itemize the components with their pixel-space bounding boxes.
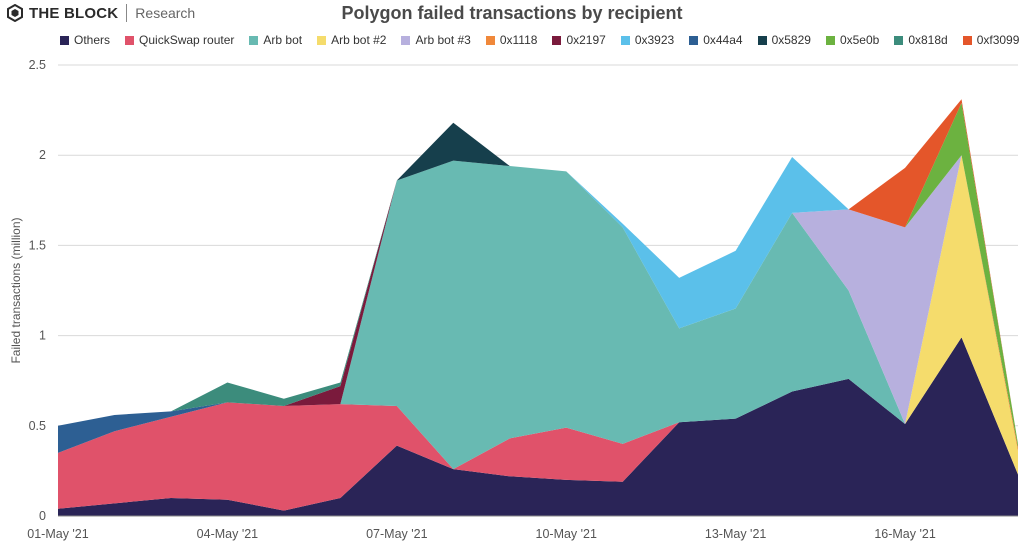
- legend-entry: 0x3923: [620, 33, 675, 47]
- legend-swatch: [401, 35, 411, 45]
- legend-swatch: [620, 35, 630, 45]
- legend-label: Others: [74, 33, 111, 47]
- block-logo-icon: [7, 4, 23, 22]
- legend-entry: 0x5829: [757, 33, 811, 47]
- y-tick-label: 0.5: [29, 419, 46, 433]
- area-series-quickswap-router: [58, 337, 1018, 511]
- y-tick-label: 1: [39, 329, 46, 343]
- legend-label: 0x3923: [634, 33, 675, 47]
- legend-swatch: [689, 35, 699, 45]
- legend-swatch: [962, 35, 972, 45]
- legend-entry: QuickSwap router: [125, 33, 234, 47]
- legend-entry: 0xf3099: [962, 33, 1020, 47]
- legend-label: QuickSwap router: [139, 33, 235, 47]
- x-tick-label: 07-May '21: [366, 527, 427, 541]
- y-tick-label: 2: [39, 148, 46, 162]
- legend-label: Arb bot #2: [331, 33, 387, 47]
- legend-entry: 0x2197: [552, 33, 606, 47]
- legend-label: 0x2197: [566, 33, 606, 47]
- legend-label: 0x44a4: [703, 33, 743, 47]
- legend-entry: 0x5e0b: [825, 33, 880, 47]
- legend-swatch: [317, 35, 327, 45]
- legend-label: Arb bot: [263, 33, 303, 47]
- legend-swatch: [757, 35, 767, 45]
- brand-divider: [126, 4, 128, 22]
- legend-entry: Others: [60, 33, 110, 47]
- chart-title: Polygon failed transactions by recipient: [341, 3, 683, 23]
- area-series-0x3923: [58, 155, 1018, 453]
- area-series-arb-bot: [58, 160, 1018, 475]
- legend-label: 0x818d: [908, 33, 948, 47]
- legend-swatch: [125, 35, 135, 45]
- brand: THE BLOCK Research: [6, 2, 195, 24]
- chart-legend: Others QuickSwap router Arb bot Arb bot #2 A…: [60, 33, 1019, 47]
- legend-swatch: [894, 35, 904, 45]
- y-tick-label: 2.5: [29, 58, 46, 72]
- x-tick-label: 10-May '21: [536, 527, 597, 541]
- legend-label: 0xf3099: [976, 33, 1020, 47]
- legend-entry: 0x44a4: [689, 33, 743, 47]
- x-tick-label: 04-May '21: [197, 527, 258, 541]
- y-axis-label: Failed transactions (million): [9, 217, 23, 363]
- legend-swatch: [485, 35, 495, 45]
- legend-label: 0x5e0b: [839, 33, 880, 47]
- legend-swatch: [552, 35, 562, 45]
- legend-label: Arb bot #3: [415, 33, 471, 47]
- brand-subtitle: Research: [135, 5, 196, 21]
- legend-label: 0x5829: [771, 33, 811, 47]
- legend-entry: Arb bot: [249, 33, 302, 47]
- legend-label: 0x1118: [499, 33, 538, 47]
- legend-entry: Arb bot #3: [401, 33, 471, 47]
- legend-swatch: [825, 35, 835, 45]
- area-series-others: [58, 337, 1018, 516]
- legend-entry: Arb bot #2: [317, 33, 386, 47]
- legend-entry: 0x1118: [485, 33, 538, 47]
- x-tick-label: 13-May '21: [705, 527, 766, 541]
- legend-swatch: [60, 35, 69, 45]
- x-tick-label: 16-May '21: [874, 527, 935, 541]
- legend-entry: 0x818d: [894, 33, 948, 47]
- x-tick-label: 01-May '21: [27, 527, 88, 541]
- y-tick-label: 0: [39, 509, 46, 523]
- legend-swatch: [249, 35, 259, 45]
- brand-name: THE BLOCK: [29, 4, 119, 22]
- y-tick-label: 1.5: [29, 238, 46, 252]
